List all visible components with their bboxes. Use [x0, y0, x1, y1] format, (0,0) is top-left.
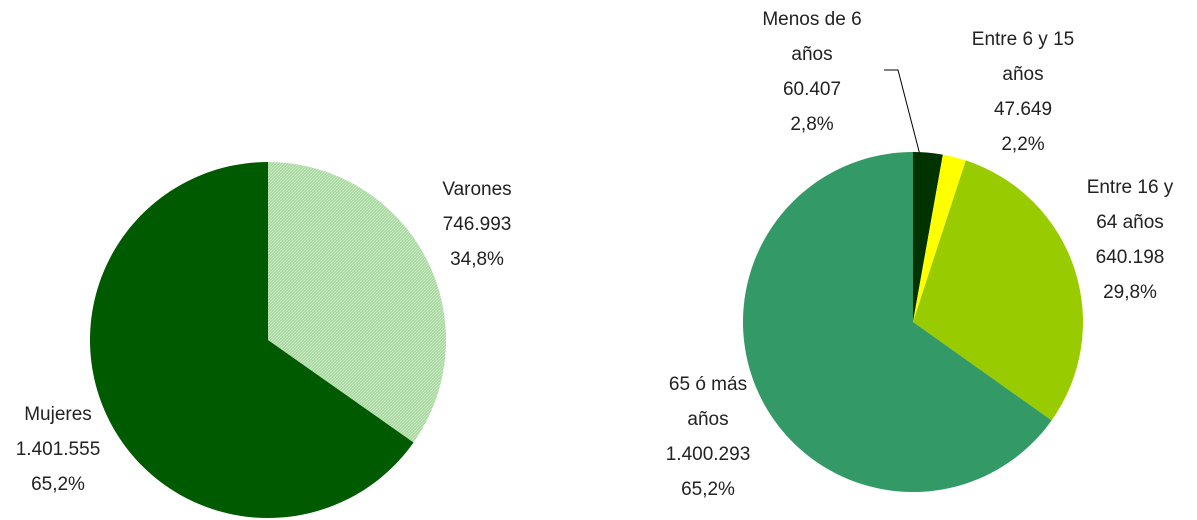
value-label: 640.198: [1095, 247, 1165, 268]
pie-slice: [913, 154, 966, 322]
pie-slice: [743, 151, 1052, 493]
value-label: 60.407: [782, 79, 842, 100]
percent-label: 29,8%: [1103, 282, 1157, 303]
category-label: Menos de 6 años: [762, 9, 862, 65]
percent-label: 65,2%: [681, 479, 735, 500]
category-label: Mujeres: [24, 404, 92, 425]
value-label: 746.993: [442, 214, 512, 235]
slice-hatch: [268, 162, 446, 443]
pie-slice: [89, 162, 414, 518]
slice-label: Varones 746.993 34,8%: [417, 172, 537, 277]
pie-slice: [913, 160, 1084, 421]
value-label: 1.400.293: [665, 444, 751, 465]
percent-label: 2,2%: [1001, 134, 1045, 155]
category-label: Varones: [442, 179, 512, 200]
percent-label: 65,2%: [31, 474, 85, 495]
slice-label: Mujeres 1.401.555 65,2%: [0, 397, 118, 502]
slice-label: Entre 6 y 15 años 47.649 2,2%: [958, 22, 1088, 162]
value-label: 47.649: [993, 99, 1053, 120]
category-label: Entre 16 y 64 años: [1086, 177, 1174, 233]
pie-slice: [913, 152, 943, 322]
leader-line: [884, 69, 921, 156]
value-label: 1.401.555: [15, 439, 101, 460]
category-label: 65 ó más años: [668, 374, 748, 430]
percent-label: 34,8%: [450, 249, 504, 270]
percent-label: 2,8%: [790, 114, 834, 135]
slice-label: Menos de 6 años 60.407 2,8%: [752, 2, 872, 142]
slice-label: 65 ó más años 1.400.293 65,2%: [648, 367, 768, 507]
slice-label: Entre 16 y 64 años 640.198 29,8%: [1075, 170, 1185, 310]
category-label: Entre 6 y 15 años: [971, 29, 1075, 85]
